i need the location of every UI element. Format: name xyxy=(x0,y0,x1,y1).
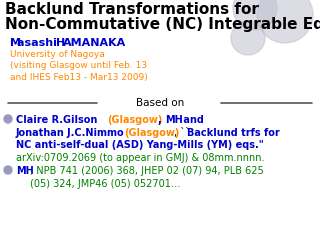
Text: (Glasgow): (Glasgow) xyxy=(107,115,162,125)
Text: AMANAKA: AMANAKA xyxy=(63,38,126,48)
Text: Backlund Transformations for: Backlund Transformations for xyxy=(5,2,259,17)
Circle shape xyxy=(233,0,277,30)
Circle shape xyxy=(231,21,265,55)
Text: Based on: Based on xyxy=(136,98,184,108)
Text: arXiv:0709.2069 (to appear in GMJ) & 08mm.nnnn.: arXiv:0709.2069 (to appear in GMJ) & 08m… xyxy=(16,153,265,163)
Circle shape xyxy=(257,0,313,43)
Text: and: and xyxy=(180,115,204,125)
Circle shape xyxy=(4,166,12,174)
Text: Jonathan J.C.Nimmo: Jonathan J.C.Nimmo xyxy=(16,128,128,138)
Text: ,: , xyxy=(158,115,165,125)
Text: (Glasgow): (Glasgow) xyxy=(124,128,180,138)
Text: NC anti-self-dual (ASD) Yang-Mills (YM) eqs.": NC anti-self-dual (ASD) Yang-Mills (YM) … xyxy=(16,140,264,150)
Text: Claire R.Gilson: Claire R.Gilson xyxy=(16,115,101,125)
Circle shape xyxy=(4,115,12,123)
Text: MH: MH xyxy=(16,166,34,176)
Text: H: H xyxy=(56,38,65,48)
Text: , NPB 741 (2006) 368, JHEP 02 (07) 94, PLB 625
(05) 324, JMP46 (05) 052701…: , NPB 741 (2006) 368, JHEP 02 (07) 94, P… xyxy=(30,166,264,189)
Text: MH: MH xyxy=(165,115,183,125)
Text: M: M xyxy=(10,38,21,48)
Text: University of Nagoya
(visiting Glasgow until Feb. 13
and IHES Feb13 - Mar13 2009: University of Nagoya (visiting Glasgow u… xyxy=(10,50,148,82)
Text: , ``: , `` xyxy=(174,128,190,138)
Text: asashi: asashi xyxy=(17,38,61,48)
Text: Backlund trfs for: Backlund trfs for xyxy=(187,128,280,138)
Text: Non-Commutative (NC) Integrable Eqs.: Non-Commutative (NC) Integrable Eqs. xyxy=(5,17,320,32)
